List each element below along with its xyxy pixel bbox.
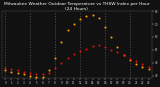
Title: Milwaukee Weather Outdoor Temperature vs THSW Index per Hour (24 Hours): Milwaukee Weather Outdoor Temperature vs…: [4, 2, 150, 11]
